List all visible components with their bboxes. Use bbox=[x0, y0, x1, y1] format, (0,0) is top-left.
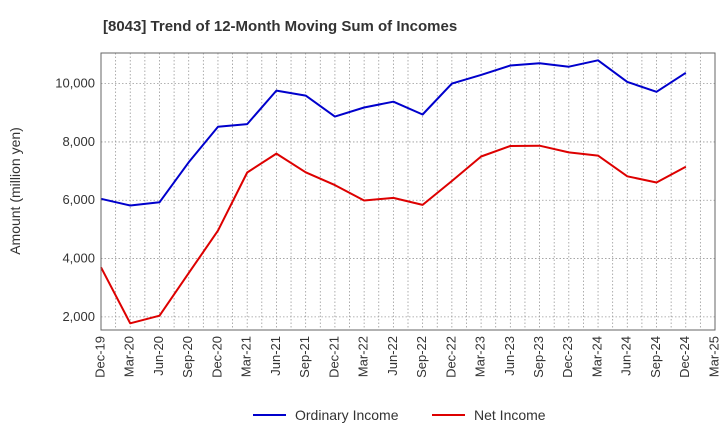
y-tick-label: 6,000 bbox=[62, 192, 95, 207]
x-tick-labels: Dec-19 Mar-20 Jun-20 Sep-20 Dec-20 Mar-21 Jun-… bbox=[92, 336, 720, 378]
data-point bbox=[420, 202, 425, 207]
data-point bbox=[362, 105, 367, 110]
data-point bbox=[566, 150, 571, 155]
x-tick-label: Sep-23 bbox=[531, 336, 546, 378]
data-point bbox=[537, 143, 542, 148]
legend-label-ordinary-income: Ordinary Income bbox=[295, 407, 399, 423]
x-tick-label: Jun-22 bbox=[385, 336, 400, 376]
series-lines bbox=[100, 58, 688, 326]
series-line-ordinary-income bbox=[100, 59, 687, 207]
x-tick-label: Mar-20 bbox=[122, 336, 137, 377]
x-tick-label: Mar-21 bbox=[239, 336, 254, 377]
data-point bbox=[566, 64, 571, 69]
x-tick-label: Dec-23 bbox=[560, 336, 575, 378]
data-point bbox=[449, 179, 454, 184]
chart-title: [8043] Trend of 12-Month Moving Sum of I… bbox=[103, 18, 457, 35]
data-point bbox=[128, 321, 133, 326]
data-point bbox=[274, 151, 279, 156]
grid bbox=[100, 53, 716, 330]
x-tick-label: Mar-25 bbox=[706, 336, 720, 377]
data-point bbox=[654, 180, 659, 185]
x-tick-label: Dec-21 bbox=[326, 336, 341, 378]
x-tick-label: Jun-23 bbox=[502, 336, 517, 376]
x-tick-label: Dec-22 bbox=[443, 336, 458, 378]
legend: Ordinary Income Net Income bbox=[253, 407, 546, 423]
data-point bbox=[157, 313, 162, 318]
data-point bbox=[479, 154, 484, 159]
data-point bbox=[420, 112, 425, 117]
data-point bbox=[157, 200, 162, 205]
x-tick-label: Mar-24 bbox=[589, 336, 604, 377]
x-tick-label: Jun-20 bbox=[151, 336, 166, 376]
data-point bbox=[449, 81, 454, 86]
x-tick-label: Jun-21 bbox=[268, 336, 283, 376]
data-point bbox=[362, 198, 367, 203]
data-point bbox=[303, 170, 308, 175]
x-tick-label: Mar-23 bbox=[473, 336, 488, 377]
data-point bbox=[215, 228, 220, 233]
data-point bbox=[303, 93, 308, 98]
x-tick-label: Jun-24 bbox=[619, 336, 634, 376]
x-tick-label: Dec-20 bbox=[209, 336, 224, 378]
data-point bbox=[332, 114, 337, 119]
series-line-net-income bbox=[100, 144, 687, 325]
plot-area bbox=[100, 52, 716, 331]
y-tick-labels: 2,000 4,000 6,000 8,000 10,000 bbox=[55, 76, 95, 324]
data-point bbox=[274, 88, 279, 93]
data-point bbox=[683, 70, 688, 75]
data-point bbox=[537, 61, 542, 66]
data-point bbox=[596, 58, 601, 63]
y-tick-label: 8,000 bbox=[62, 134, 95, 149]
data-point bbox=[596, 153, 601, 158]
data-point bbox=[391, 195, 396, 200]
data-point bbox=[479, 72, 484, 77]
x-tick-label: Sep-20 bbox=[180, 336, 195, 378]
data-point bbox=[186, 160, 191, 165]
data-point bbox=[508, 144, 513, 149]
data-point bbox=[332, 183, 337, 188]
data-point bbox=[128, 203, 133, 208]
data-point bbox=[508, 63, 513, 68]
y-tick-label: 2,000 bbox=[62, 309, 95, 324]
data-point bbox=[391, 99, 396, 104]
x-tick-label: Mar-22 bbox=[356, 336, 371, 377]
data-point bbox=[654, 89, 659, 94]
x-tick-label: Sep-22 bbox=[414, 336, 429, 378]
legend-label-net-income: Net Income bbox=[474, 407, 546, 423]
data-point bbox=[683, 164, 688, 169]
x-tick-label: Sep-24 bbox=[648, 336, 663, 378]
data-point bbox=[625, 79, 630, 84]
data-point bbox=[245, 122, 250, 127]
data-point bbox=[245, 170, 250, 175]
data-point bbox=[625, 174, 630, 179]
data-point bbox=[186, 271, 191, 276]
x-tick-label: Dec-19 bbox=[92, 336, 107, 378]
x-tick-label: Dec-24 bbox=[677, 336, 692, 378]
x-tick-label: Sep-21 bbox=[297, 336, 312, 378]
data-point bbox=[215, 124, 220, 129]
y-axis-label: Amount (million yen) bbox=[7, 127, 23, 255]
y-tick-label: 4,000 bbox=[62, 251, 95, 266]
y-tick-label: 10,000 bbox=[55, 76, 95, 91]
